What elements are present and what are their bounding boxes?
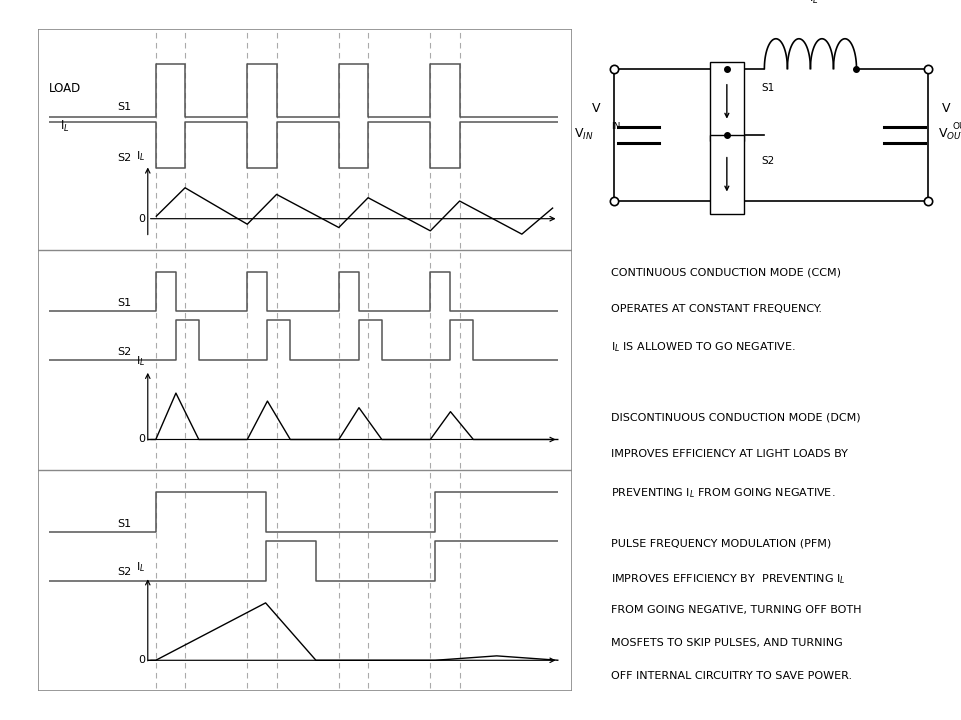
Text: S2: S2	[761, 156, 775, 166]
Text: V: V	[942, 102, 950, 114]
Text: PULSE FREQUENCY MODULATION (PFM): PULSE FREQUENCY MODULATION (PFM)	[611, 539, 831, 549]
Text: DISCONTINUOUS CONDUCTION MODE (DCM): DISCONTINUOUS CONDUCTION MODE (DCM)	[611, 413, 860, 423]
Text: S1: S1	[117, 519, 132, 529]
Text: IMPROVES EFFICIENCY BY  PREVENTING I$_L$: IMPROVES EFFICIENCY BY PREVENTING I$_L$	[611, 572, 846, 586]
Text: OUT: OUT	[952, 122, 961, 130]
Text: CONTINUOUS CONDUCTION MODE (CCM): CONTINUOUS CONDUCTION MODE (CCM)	[611, 267, 841, 277]
Text: S1: S1	[117, 298, 132, 308]
Text: S2: S2	[117, 347, 132, 356]
Text: OFF INTERNAL CIRCUITRY TO SAVE POWER.: OFF INTERNAL CIRCUITRY TO SAVE POWER.	[611, 671, 852, 681]
Text: 0: 0	[138, 214, 145, 224]
Text: 0: 0	[138, 655, 145, 665]
Text: I$_L$: I$_L$	[136, 354, 145, 368]
Text: V: V	[592, 102, 601, 114]
Bar	[710, 135, 744, 215]
Text: S1: S1	[117, 102, 132, 112]
Text: LOAD: LOAD	[49, 82, 82, 95]
Text: I$_L$: I$_L$	[136, 561, 145, 575]
Text: IN: IN	[611, 122, 620, 130]
Text: PREVENTING I$_L$ FROM GOING NEGATIVE.: PREVENTING I$_L$ FROM GOING NEGATIVE.	[611, 486, 835, 500]
Text: I$_L$ IS ALLOWED TO GO NEGATIVE.: I$_L$ IS ALLOWED TO GO NEGATIVE.	[611, 340, 796, 354]
Text: V$_{OUT}$: V$_{OUT}$	[938, 127, 961, 143]
Text: I$_L$: I$_L$	[61, 118, 70, 133]
Text: OPERATES AT CONSTANT FREQUENCY.: OPERATES AT CONSTANT FREQUENCY.	[611, 304, 822, 314]
Text: IMPROVES EFFICIENCY AT LIGHT LOADS BY: IMPROVES EFFICIENCY AT LIGHT LOADS BY	[611, 449, 848, 459]
Text: S2: S2	[117, 567, 132, 577]
Text: V$_{IN}$: V$_{IN}$	[575, 127, 594, 143]
Text: 0: 0	[138, 434, 145, 444]
Text: S1: S1	[761, 84, 775, 94]
Text: I$_L$: I$_L$	[809, 0, 819, 6]
Text: I$_L$: I$_L$	[136, 149, 145, 163]
Text: S2: S2	[117, 153, 132, 163]
Text: FROM GOING NEGATIVE, TURNING OFF BOTH: FROM GOING NEGATIVE, TURNING OFF BOTH	[611, 605, 861, 615]
Bar	[710, 62, 744, 141]
Text: MOSFETS TO SKIP PULSES, AND TURNING: MOSFETS TO SKIP PULSES, AND TURNING	[611, 638, 843, 648]
